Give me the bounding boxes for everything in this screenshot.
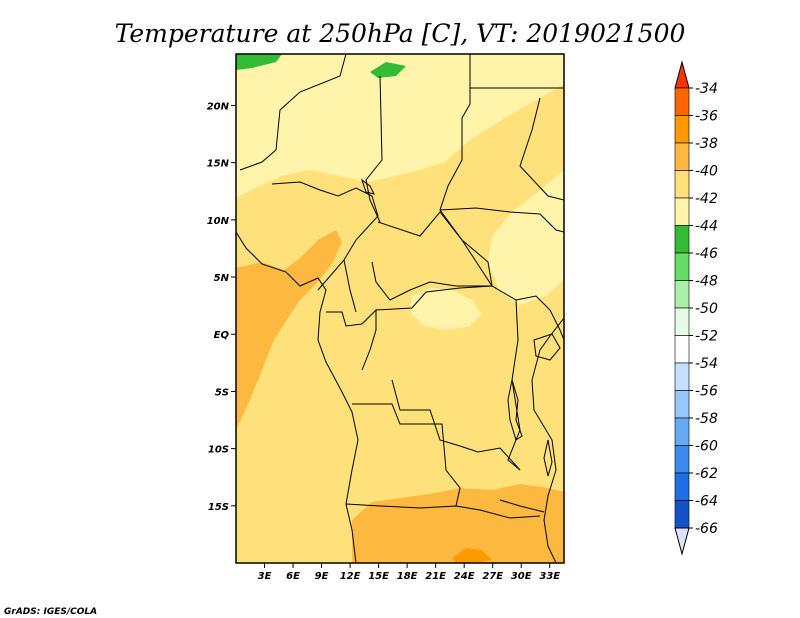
- colorbar-tick-label: -52: [695, 329, 718, 345]
- border-drc-south: [391, 379, 521, 471]
- y-tick-label: 20N: [207, 101, 230, 112]
- plot-frame: [235, 53, 565, 564]
- x-tick-label: 27E: [482, 571, 503, 582]
- colorbar-extend-top: [674, 60, 690, 89]
- field-lightyellow-congo: [410, 288, 482, 330]
- lake-malawi: [543, 439, 553, 477]
- colorbar-tick-label: -50: [695, 301, 718, 317]
- colorbar-tick-label: -64: [695, 494, 718, 510]
- lake-chad: [361, 178, 375, 195]
- colorbar-tick-label: -48: [695, 274, 718, 290]
- border-nigeria: [271, 181, 379, 291]
- border-zambia-zimbabwe: [499, 499, 545, 513]
- border-ethiopia: [519, 97, 564, 201]
- y-tick-label: 10S: [208, 445, 229, 456]
- colorbar-swatch: [674, 390, 690, 419]
- coastline-west: [236, 231, 359, 563]
- credit-label: GrADS: IGES/COLA: [4, 607, 97, 617]
- x-tick-label: 18E: [397, 571, 418, 582]
- lake-victoria: [533, 333, 561, 361]
- coastline-east: [531, 317, 564, 563]
- x-tick-label: 15E: [368, 571, 389, 582]
- x-tick-label: 6E: [286, 571, 300, 582]
- colorbar-tick-label: -34: [695, 81, 718, 97]
- colorbar-tick-label: -38: [695, 136, 718, 152]
- colorbar-tick-label: -66: [695, 521, 718, 537]
- x-tick-label: 12E: [340, 571, 361, 582]
- field-green-patch-2: [370, 62, 406, 78]
- colorbar-tick-label: -56: [695, 384, 718, 400]
- border-niger-chad: [365, 75, 383, 223]
- border-namibia-botswana: [345, 503, 541, 519]
- y-tick-label: 15N: [207, 159, 230, 170]
- colorbar-swatch: [674, 472, 690, 501]
- border-drc-north: [375, 285, 517, 311]
- y-tick-label: 15S: [208, 502, 229, 513]
- border-libya-algeria: [239, 54, 347, 171]
- x-tick-label: 33E: [539, 571, 560, 582]
- colorbar-swatch: [674, 335, 690, 364]
- country-borders: [236, 54, 564, 563]
- field-darkorange-patch: [452, 548, 492, 563]
- chart-title: Temperature at 250hPa [C], VT: 201902150…: [115, 19, 686, 48]
- colorbar-tick-label: -36: [695, 109, 718, 125]
- border-gabon-congo: [326, 308, 377, 371]
- colorbar-swatch: [674, 362, 690, 391]
- x-tick-label: 21E: [425, 571, 446, 582]
- colorbar-swatch: [674, 225, 690, 254]
- colorbar-swatch: [674, 500, 690, 529]
- border-drc-east: [507, 299, 521, 471]
- colorbar-tick-label: -54: [695, 356, 718, 372]
- y-tick-label: 5N: [214, 273, 230, 284]
- y-axis: 20N 15N 10N 5N EQ 5S 10S 15S: [207, 101, 236, 513]
- border-car: [371, 211, 493, 301]
- border-uganda-kenya: [515, 295, 564, 341]
- y-tick-label: 10N: [207, 216, 230, 227]
- colorbar-swatch: [674, 417, 690, 446]
- colorbar-tick-label: -44: [695, 219, 718, 235]
- border-angola: [352, 403, 461, 507]
- field-lightyellow-north: [236, 54, 564, 198]
- colorbar-swatch: [674, 142, 690, 171]
- x-tick-label: 24E: [454, 571, 475, 582]
- x-tick-label: 9E: [315, 571, 329, 582]
- colorbar-swatch: [674, 280, 690, 309]
- colorbar-swatch: [674, 307, 690, 336]
- colorbar-swatch: [674, 252, 690, 281]
- colorbar-tick-label: -58: [695, 411, 718, 427]
- colorbar-tick-label: -40: [695, 164, 718, 180]
- x-tick-label: 30E: [511, 571, 532, 582]
- colorbar-swatch: [674, 87, 690, 116]
- border-cameroon: [343, 259, 357, 313]
- border-sudan-south: [439, 207, 564, 233]
- map-plot-area: [236, 54, 564, 563]
- colorbar-tick-label: -46: [695, 246, 718, 262]
- field-orange-guinea: [236, 230, 342, 430]
- colorbar-tick-label: -60: [695, 439, 718, 455]
- field-lightyellow-east: [488, 170, 564, 305]
- colorbar-tick-label: -42: [695, 191, 718, 207]
- x-axis: 3E 6E 9E 12E 15E 18E 21E 24E 27E 30E 33E: [258, 563, 560, 582]
- colorbar-extend-bottom: [674, 527, 690, 556]
- colorbar-swatch: [674, 197, 690, 226]
- colorbar-tick-label: -62: [695, 466, 718, 482]
- y-tick-label: 5S: [215, 387, 229, 398]
- y-tick-label: EQ: [214, 330, 230, 341]
- colorbar: -34 -36 -38 -40 -42 -44 -46 -48 -50 -52 -54 -56 -58 -…: [674, 60, 718, 556]
- colorbar-swatch: [674, 170, 690, 199]
- colorbar-swatch: [674, 115, 690, 144]
- lake-tanganyika: [507, 379, 523, 441]
- colorbar-swatch: [674, 445, 690, 474]
- x-tick-label: 3E: [258, 571, 272, 582]
- field-green-patch: [236, 54, 282, 70]
